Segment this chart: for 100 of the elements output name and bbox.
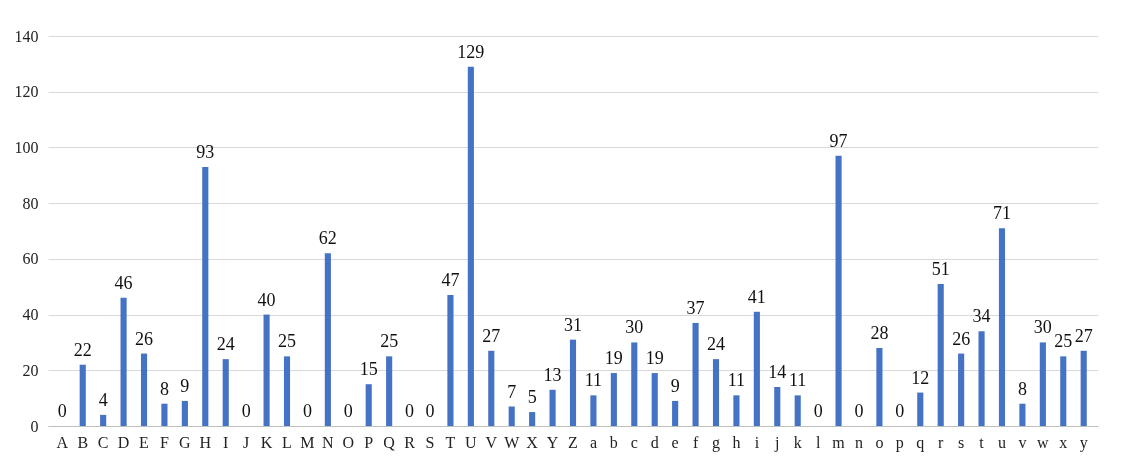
x-tick-label: e: [671, 433, 679, 451]
data-label: 46: [114, 272, 133, 293]
bar: [1039, 342, 1046, 426]
bar: [958, 353, 965, 426]
data-label: 13: [543, 364, 562, 385]
data-label: 30: [625, 317, 644, 338]
data-label: 24: [216, 334, 235, 355]
x-tick-label: g: [712, 433, 720, 452]
x-tick-label: f: [692, 433, 699, 451]
data-label: 22: [73, 339, 92, 360]
x-tick-label: o: [875, 433, 884, 451]
bar: [672, 400, 679, 426]
data-label: 40: [257, 289, 276, 310]
data-label: 12: [911, 367, 930, 388]
x-tick-label: Y: [546, 433, 559, 451]
x-tick-label: u: [997, 433, 1006, 451]
bar: [610, 373, 617, 426]
x-tick-label: a: [589, 433, 597, 451]
data-label: 7: [507, 381, 517, 402]
bar: [365, 384, 372, 426]
bar: [590, 395, 597, 426]
bar: [140, 353, 148, 426]
bar: [753, 311, 760, 426]
bar: [202, 166, 209, 426]
x-tick-label: x: [1059, 433, 1068, 451]
x-tick-label: k: [793, 433, 802, 451]
x-tick-label: B: [77, 433, 89, 451]
bar: [529, 412, 536, 426]
y-tick-label: 80: [22, 194, 39, 212]
data-label: 0: [302, 401, 312, 421]
bar: [876, 348, 883, 426]
x-tick-label: H: [199, 433, 212, 451]
bar: [549, 389, 556, 426]
data-label: 14: [768, 362, 787, 382]
data-label: 26: [952, 328, 971, 349]
data-label: 0: [343, 401, 353, 421]
bar: [181, 400, 188, 426]
bar: [161, 403, 168, 426]
x-tick-label: j: [774, 433, 780, 452]
x-tick-label: D: [117, 433, 130, 451]
bar: [1019, 403, 1026, 426]
data-label: 8: [159, 378, 169, 399]
bar: [1080, 350, 1087, 426]
x-tick-label: d: [650, 433, 659, 451]
x-tick-label: W: [504, 433, 521, 451]
x-tick-label: l: [815, 433, 821, 451]
data-label: 28: [870, 323, 889, 343]
data-label: 27: [482, 325, 501, 346]
bar: [120, 297, 127, 426]
data-label: 0: [57, 401, 67, 421]
x-tick-label: Z: [568, 433, 578, 451]
bar: [222, 359, 229, 426]
data-label: 15: [359, 359, 378, 380]
x-tick-label: E: [139, 433, 149, 451]
bar: [692, 322, 699, 426]
x-tick-label: s: [958, 433, 965, 451]
x-tick-label: A: [56, 433, 69, 451]
x-tick-label: h: [732, 433, 741, 451]
data-label: 11: [789, 370, 807, 391]
bar: [569, 339, 577, 426]
bar: [488, 350, 495, 426]
x-tick-label: J: [243, 433, 250, 451]
bar: [651, 373, 658, 426]
data-label: 129: [457, 41, 485, 62]
data-label: 25: [1054, 331, 1073, 352]
data-label: 30: [1033, 317, 1052, 338]
bar: [508, 406, 515, 426]
bar: [937, 283, 944, 426]
bar: [917, 392, 924, 426]
bar: [447, 295, 454, 426]
y-tick-label: 40: [22, 306, 39, 324]
x-tick-label: b: [609, 433, 618, 451]
bar: [1060, 356, 1067, 426]
y-tick-label: 20: [22, 361, 39, 379]
y-tick-label: 100: [14, 138, 39, 156]
bar: [733, 395, 740, 426]
data-label: 11: [584, 370, 603, 391]
x-tick-label: C: [97, 433, 109, 451]
x-tick-label: U: [465, 433, 478, 451]
data-label: 0: [425, 401, 435, 421]
bar: [835, 155, 842, 426]
bar: [100, 414, 107, 426]
data-label: 24: [707, 334, 725, 355]
data-label: 41: [747, 286, 766, 307]
x-tick-label: V: [485, 433, 498, 451]
data-label: 4: [98, 389, 108, 410]
x-tick-label: q: [916, 433, 925, 452]
y-tick-label: 120: [14, 83, 39, 101]
bar: [978, 331, 985, 426]
x-tick-label: G: [179, 433, 192, 451]
bar: [386, 356, 393, 426]
x-tick-label: y: [1079, 433, 1088, 452]
data-label: 31: [564, 314, 582, 335]
x-tick-label: P: [364, 433, 374, 451]
bar: [324, 253, 331, 426]
y-tick-label: 140: [14, 27, 39, 45]
bar: [263, 314, 270, 426]
x-tick-label: p: [895, 433, 904, 452]
data-label: 25: [278, 331, 297, 352]
data-label: 37: [686, 297, 705, 318]
